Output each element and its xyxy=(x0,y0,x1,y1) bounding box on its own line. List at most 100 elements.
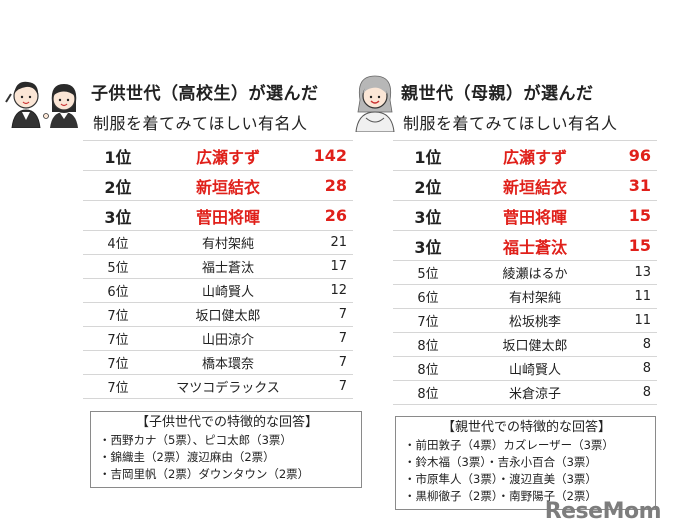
vote-count: 8 xyxy=(607,380,657,405)
parents-notes-header: 【親世代での特徴的な回答】 xyxy=(441,420,611,435)
note-line: ・鈴木福（3票）・吉永小百合（3票） xyxy=(404,455,597,469)
note-line: ・吉岡里帆（2票）ダウンタウン（2票） xyxy=(99,467,310,481)
students-illustration-icon xyxy=(5,81,78,128)
celebrity-name: 坂口健太郎 xyxy=(463,332,607,357)
children-panel-title: 子供世代（高校生）が選んだ xyxy=(91,84,319,104)
celebrity-name: 福士蒼汰 xyxy=(463,230,607,261)
celebrity-name: 有村架純 xyxy=(153,230,303,255)
rank-label: 7位 xyxy=(83,326,153,351)
vote-count: 13 xyxy=(607,260,657,285)
ranking-row: 1位 広瀬すず 142 xyxy=(83,140,353,171)
vote-count: 12 xyxy=(303,278,353,303)
celebrity-name: マツコデラックス xyxy=(153,374,303,399)
parents-panel-subtitle: 制服を着てみてほしい有名人 xyxy=(403,114,618,133)
rank-label: 7位 xyxy=(393,308,463,333)
vote-count: 21 xyxy=(303,230,353,255)
children-ranking-table: 1位 広瀬すず 142 2位 新垣結衣 28 3位 菅田将暉 26 4位 有村架純 21 5位 福士蒼汰 1… xyxy=(83,140,353,399)
note-line: ・西野カナ（5票）、ピコ太郎（3票） xyxy=(99,433,292,447)
vote-count: 15 xyxy=(607,230,657,261)
parents-panel-title: 親世代（母親）が選んだ xyxy=(401,84,594,104)
rank-label: 4位 xyxy=(83,230,153,255)
children-notes-list: ・西野カナ（5票）、ピコ太郎（3票） ・錦織圭（2票）渡辺麻由（2票） ・吉岡里帆（… xyxy=(99,432,355,483)
rank-label: 6位 xyxy=(83,278,153,303)
celebrity-name: 新垣結衣 xyxy=(153,170,303,201)
vote-count: 11 xyxy=(607,284,657,309)
celebrity-name: 松坂桃李 xyxy=(463,308,607,333)
children-panel-subtitle: 制服を着てみてほしい有名人 xyxy=(93,114,308,133)
vote-count: 96 xyxy=(607,140,657,171)
celebrity-name: 橋本環奈 xyxy=(153,350,303,375)
celebrity-name: 新垣結衣 xyxy=(463,170,607,201)
celebrity-name: 綾瀬はるか xyxy=(463,260,607,285)
note-line: ・錦織圭（2票）渡辺麻由（2票） xyxy=(99,450,275,464)
parents-notable-answers: 【親世代での特徴的な回答】 ・前田敦子（4票）カズレーザー（3票） ・鈴木福（3票… xyxy=(395,416,656,510)
rank-label: 1位 xyxy=(83,140,153,171)
rank-label: 7位 xyxy=(83,374,153,399)
rank-label: 8位 xyxy=(393,332,463,357)
note-line: ・市原隼人（3票）・渡辺直美（3票） xyxy=(404,472,597,486)
celebrity-name: 坂口健太郎 xyxy=(153,302,303,327)
celebrity-name: 福士蒼汰 xyxy=(153,254,303,279)
celebrity-name: 広瀬すず xyxy=(463,140,607,171)
rank-label: 5位 xyxy=(83,254,153,279)
ranking-row: 2位 新垣結衣 28 xyxy=(83,170,353,201)
ranking-row: 7位 山田涼介 7 xyxy=(83,326,353,351)
vote-count: 142 xyxy=(303,140,353,171)
rank-label: 8位 xyxy=(393,380,463,405)
vote-count: 7 xyxy=(303,302,353,327)
ranking-row: 8位 米倉涼子 8 xyxy=(393,380,657,405)
parents-ranking-panel: 親世代（母親）が選んだ 制服を着てみてほしい有名人 1位 広瀬すず 96 2位 新垣結衣… xyxy=(393,80,657,405)
celebrity-name: 山田涼介 xyxy=(153,326,303,351)
ranking-row: 7位 松坂桃李 11 xyxy=(393,308,657,333)
celebrity-name: 菅田将暉 xyxy=(463,200,607,231)
children-notable-answers: 【子供世代での特徴的な回答】 ・西野カナ（5票）、ピコ太郎（3票） ・錦織圭（2票… xyxy=(90,411,362,488)
rank-label: 2位 xyxy=(83,170,153,201)
vote-count: 31 xyxy=(607,170,657,201)
children-ranking-panel: 子供世代（高校生）が選んだ 制服を着てみてほしい有名人 1位 広瀬すず 142 2位新… xyxy=(83,80,353,399)
children-notes-header: 【子供世代での特徴的な回答】 xyxy=(135,415,318,430)
vote-count: 15 xyxy=(607,200,657,231)
rank-label: 1位 xyxy=(393,140,463,171)
ranking-row: 7位 マツコデラックス 7 xyxy=(83,374,353,399)
celebrity-name: 山崎賢人 xyxy=(153,278,303,303)
note-line: ・黒柳徹子（2票）・南野陽子（2票） xyxy=(404,489,597,503)
vote-count: 26 xyxy=(303,200,353,231)
parents-ranking-table: 1位 広瀬すず 96 2位 新垣結衣 31 3位 菅田将暉 15 3位 福士蒼汰 15 5位 綾瀬はるか 1… xyxy=(393,140,657,405)
vote-count: 28 xyxy=(303,170,353,201)
note-line: ・前田敦子（4票）カズレーザー（3票） xyxy=(404,438,614,452)
vote-count: 17 xyxy=(303,254,353,279)
ranking-row: 3位 福士蒼汰 15 xyxy=(393,230,657,261)
vote-count: 7 xyxy=(303,374,353,399)
rank-label: 5位 xyxy=(393,260,463,285)
rank-label: 3位 xyxy=(393,230,463,261)
ranking-row: 5位 福士蒼汰 17 xyxy=(83,254,353,279)
ranking-row: 5位 綾瀬はるか 13 xyxy=(393,260,657,285)
rank-label: 8位 xyxy=(393,356,463,381)
celebrity-name: 山崎賢人 xyxy=(463,356,607,381)
ranking-row: 2位 新垣結衣 31 xyxy=(393,170,657,201)
mother-illustration-icon xyxy=(355,75,395,132)
ranking-row: 6位 有村架純 11 xyxy=(393,284,657,309)
rank-label: 3位 xyxy=(83,200,153,231)
rank-label: 6位 xyxy=(393,284,463,309)
vote-count: 7 xyxy=(303,326,353,351)
vote-count: 8 xyxy=(607,332,657,357)
vote-count: 7 xyxy=(303,350,353,375)
ranking-row: 8位 坂口健太郎 8 xyxy=(393,332,657,357)
ranking-row: 1位 広瀬すず 96 xyxy=(393,140,657,171)
celebrity-name: 広瀬すず xyxy=(153,140,303,171)
celebrity-name: 米倉涼子 xyxy=(463,380,607,405)
rank-label: 7位 xyxy=(83,350,153,375)
vote-count: 11 xyxy=(607,308,657,333)
ranking-row: 3位 菅田将暉 15 xyxy=(393,200,657,231)
ranking-row: 3位 菅田将暉 26 xyxy=(83,200,353,231)
ranking-row: 8位 山崎賢人 8 xyxy=(393,356,657,381)
vote-count: 8 xyxy=(607,356,657,381)
ranking-row: 7位 橋本環奈 7 xyxy=(83,350,353,375)
resemom-watermark-logo: ReseMom xyxy=(544,499,662,524)
rank-label: 3位 xyxy=(393,200,463,231)
celebrity-name: 有村架純 xyxy=(463,284,607,309)
celebrity-name: 菅田将暉 xyxy=(153,200,303,231)
rank-label: 7位 xyxy=(83,302,153,327)
ranking-row: 7位 坂口健太郎 7 xyxy=(83,302,353,327)
